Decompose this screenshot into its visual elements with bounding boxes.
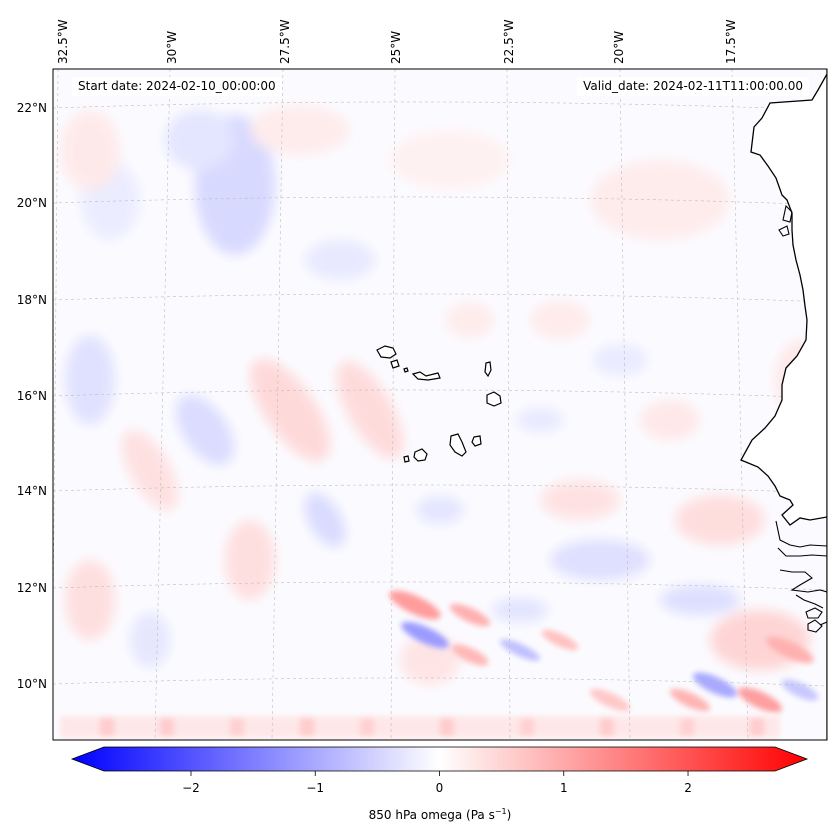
lon-label: 22.5°W bbox=[502, 19, 516, 64]
longitude-labels: 32.5°W 30°W 27.5°W 25°W 22.5°W 20°W 17.5… bbox=[56, 19, 738, 64]
africa-coastline bbox=[740, 69, 827, 740]
lat-label: 10°N bbox=[17, 677, 47, 691]
island-fogo bbox=[413, 448, 428, 462]
lon-label: 32.5°W bbox=[56, 19, 70, 64]
lat-label: 18°N bbox=[17, 293, 47, 307]
island-sao-nicolau bbox=[411, 371, 441, 381]
colorbar-ticks: −2 −1 0 1 2 bbox=[182, 771, 692, 795]
lat-label: 22°N bbox=[17, 101, 47, 115]
island-brava bbox=[403, 455, 410, 463]
gridlines bbox=[53, 69, 827, 740]
island-santo-antao bbox=[376, 345, 397, 359]
colorbar: −2 −1 0 1 2 bbox=[70, 746, 809, 795]
colorbar-label-text: 850 hPa omega (Pa s bbox=[368, 808, 495, 822]
lon-label: 20°W bbox=[612, 31, 626, 64]
omega-field bbox=[53, 69, 827, 740]
lon-label: 17.5°W bbox=[724, 19, 738, 64]
lat-label: 14°N bbox=[17, 484, 47, 498]
colorbar-tick-label: 1 bbox=[560, 781, 568, 795]
lon-label: 25°W bbox=[389, 31, 403, 64]
latitude-labels: 22°N 20°N 18°N 16°N 14°N 12°N 10°N bbox=[17, 101, 47, 691]
cape-verde-islands bbox=[376, 345, 502, 463]
colorbar-label: 850 hPa omega (Pa s−1) bbox=[0, 807, 837, 822]
colorbar-tick-label: −2 bbox=[182, 781, 200, 795]
lat-label: 20°N bbox=[17, 196, 47, 210]
island-boa-vista bbox=[486, 391, 502, 407]
colorbar-label-end: ) bbox=[506, 808, 512, 822]
colorbar-tick-label: 0 bbox=[436, 781, 444, 795]
island-santiago bbox=[449, 433, 467, 457]
colorbar-tick-label: 2 bbox=[684, 781, 692, 795]
island-sal bbox=[484, 361, 492, 378]
island-santa-luzia bbox=[403, 367, 409, 373]
colorbar-tick-label: −1 bbox=[306, 781, 324, 795]
lon-label: 30°W bbox=[165, 31, 179, 64]
start-date-label: Start date: 2024-02-10_00:00:00 bbox=[72, 77, 282, 96]
island-maio bbox=[471, 435, 482, 447]
coast-detail bbox=[775, 204, 827, 633]
valid-date-label: Valid_date: 2024-02-11T11:00:00.00 bbox=[577, 77, 809, 96]
lat-label: 16°N bbox=[17, 389, 47, 403]
map-frame bbox=[52, 68, 828, 741]
island-sao-vicente bbox=[390, 359, 400, 369]
colorbar-label-unit-exp: −1 bbox=[494, 807, 507, 816]
lon-label: 27.5°W bbox=[278, 19, 292, 64]
colorbar-bar bbox=[70, 746, 809, 772]
lat-label: 12°N bbox=[17, 581, 47, 595]
